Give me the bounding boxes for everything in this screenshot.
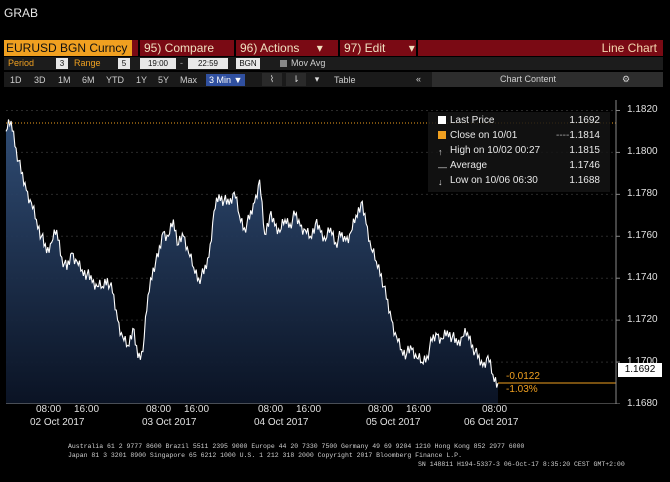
tab-5y[interactable]: 5Y [158, 75, 170, 85]
interval-dropdown[interactable]: 3 Min ▼ [206, 74, 246, 86]
line-chart-icon[interactable]: ⌇ [262, 73, 282, 86]
actions-label: 96) Actions [240, 41, 300, 55]
tab-max[interactable]: Max [180, 75, 198, 85]
range-input[interactable]: 5 [118, 58, 130, 69]
y-tick-label: 1.1800 [627, 146, 658, 158]
collapse-icon[interactable]: « [416, 74, 422, 84]
app-title: GRAB [4, 6, 39, 20]
legend-label: Last Price [450, 115, 495, 126]
x-tick-label: 08:00 [36, 404, 62, 415]
legend-label: Close on 10/01 [450, 130, 518, 141]
y-tick-label: 1.1700 [627, 356, 658, 368]
divider [338, 40, 340, 56]
legend-last-price[interactable]: Last Price 1.1692 [438, 114, 608, 127]
period-label: Period [8, 58, 35, 68]
x-tick-label: 16:00 [296, 404, 322, 415]
x-tick-label: 08:00 [258, 404, 284, 415]
edit-label: 97) Edit [344, 41, 386, 55]
price-line [5, 119, 499, 388]
y-tick-label: 1.1740 [627, 272, 658, 284]
price-area [6, 119, 498, 404]
x-tick-label: 16:00 [184, 404, 210, 415]
x-tick-label: 16:00 [74, 404, 100, 415]
tab-ytd[interactable]: YTD [106, 75, 124, 85]
dash-icon: ---- [556, 130, 570, 141]
footer-contacts: Australia 61 2 9777 8600 Brazil 5511 239… [68, 443, 525, 450]
y-tick-label: 1.1680 [627, 398, 658, 409]
y-tick-label: 1.1780 [627, 188, 658, 200]
x-date-label: 06 Oct 2017 [464, 417, 519, 428]
y-tick-label: 1.1720 [627, 314, 658, 326]
title-bar: EURUSD BGN Curncy 95) Compare 96) Action… [4, 40, 663, 56]
legend-high[interactable]: ↑ High on 10/02 00:27 1.1815 [438, 144, 608, 157]
footer-session: SN 148811 H194-5337-3 06-Oct-17 8:35:20 … [418, 461, 625, 468]
settings-bar: Period 3 Range 5 19:00 - 22:59 BGN Mov A… [4, 57, 663, 70]
security-field[interactable]: EURUSD BGN Curncy [4, 40, 132, 56]
legend-close[interactable]: Close on 10/01 ---- 1.1814 [438, 129, 608, 142]
divider [416, 40, 418, 56]
high-arrow-icon: ↑ [438, 147, 443, 158]
bar-chart-icon[interactable]: ⇂ [286, 73, 306, 86]
chevron-down-icon: ▾ [408, 41, 415, 55]
source-input[interactable]: BGN [236, 58, 260, 69]
tab-1m[interactable]: 1M [58, 75, 71, 85]
time-to-input[interactable]: 22:59 [188, 58, 228, 69]
period-input[interactable]: 3 [56, 58, 68, 69]
actions-button[interactable]: 96) Actions ▾ [240, 40, 323, 56]
change-abs: -0.0122 [506, 371, 540, 382]
time-from-input[interactable]: 19:00 [140, 58, 176, 69]
divider [234, 40, 236, 56]
low-arrow-icon: ↓ [438, 177, 443, 188]
average-icon: — [438, 162, 447, 173]
tab-3d[interactable]: 3D [34, 75, 46, 85]
chevron-down-icon[interactable]: ▾ [314, 74, 320, 84]
divider [138, 40, 140, 56]
x-tick-label: 08:00 [146, 404, 172, 415]
table-button[interactable]: Table [334, 75, 356, 85]
chart-content-label: Chart Content [500, 74, 557, 84]
range-label: Range [74, 58, 101, 68]
chart-content-panel: « Chart Content ⚙ [416, 72, 663, 87]
footer-copyright: Japan 81 3 3201 8900 Singapore 65 6212 1… [68, 452, 462, 459]
range-dash: - [180, 58, 183, 68]
compare-button[interactable]: 95) Compare [144, 41, 215, 55]
legend-value: 1.1688 [569, 175, 600, 186]
edit-button[interactable]: 97) Edit ▾ [344, 40, 415, 56]
x-tick-label: 08:00 [482, 404, 508, 415]
legend-value: 1.1746 [569, 160, 600, 171]
x-tick-label: 16:00 [406, 404, 432, 415]
legend-value: 1.1814 [569, 130, 600, 141]
x-date-label: 05 Oct 2017 [366, 417, 421, 428]
tab-6m[interactable]: 6M [82, 75, 95, 85]
y-tick-label: 1.1820 [627, 104, 658, 116]
legend-low[interactable]: ↓ Low on 10/06 06:30 1.1688 [438, 174, 608, 187]
change-pct: -1.03% [506, 384, 538, 395]
legend-swatch [438, 131, 446, 140]
legend-value: 1.1692 [569, 115, 600, 126]
last-price-tag: 1.1692 [618, 363, 662, 377]
x-date-label: 03 Oct 2017 [142, 417, 197, 428]
gear-icon[interactable]: ⚙ [622, 74, 631, 84]
legend-label: Low on 10/06 06:30 [450, 175, 538, 186]
legend-label: Average [450, 160, 488, 171]
chevron-down-icon: ▾ [316, 41, 323, 55]
tab-1y[interactable]: 1Y [136, 75, 148, 85]
tab-1d[interactable]: 1D [10, 75, 22, 85]
mov-avg-checkbox[interactable] [280, 60, 287, 67]
y-tick-label: 1.1760 [627, 230, 658, 242]
toolbar: 1D 3D 1M 6M YTD 1Y 5Y Max 3 Min ▼ ⌇ ⇂ ▾ … [4, 72, 663, 87]
mov-avg-label: Mov Avg [291, 58, 326, 68]
legend-label: High on 10/02 00:27 [450, 145, 541, 156]
x-date-label: 02 Oct 2017 [30, 417, 85, 428]
x-tick-label: 08:00 [368, 404, 394, 415]
legend-swatch [438, 116, 446, 125]
legend-value: 1.1815 [569, 145, 600, 156]
x-date-label: 04 Oct 2017 [254, 417, 309, 428]
legend-average[interactable]: — Average 1.1746 [438, 159, 608, 172]
chart-type-label[interactable]: Line Chart [601, 41, 657, 55]
chart-legend: Last Price 1.1692 Close on 10/01 ---- 1.… [428, 112, 610, 192]
